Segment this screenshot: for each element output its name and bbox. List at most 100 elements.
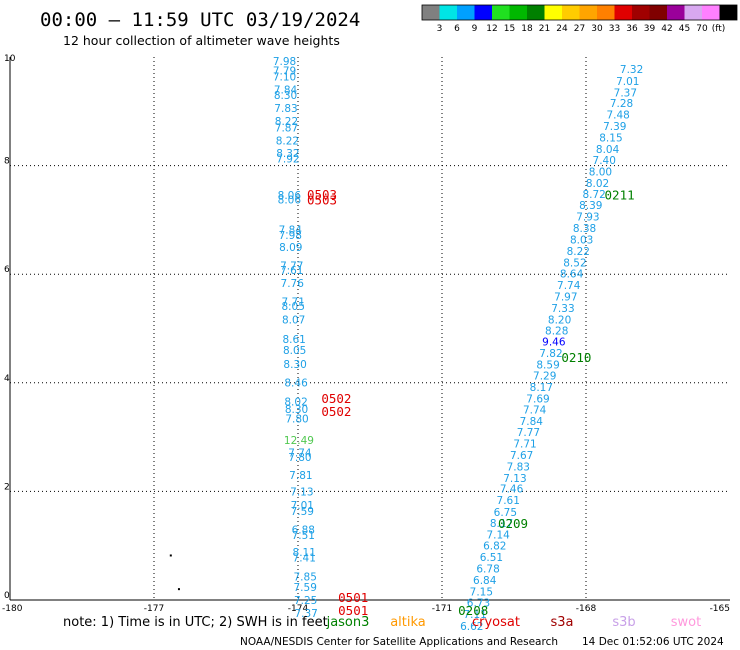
data-point-label: 9.46	[542, 337, 566, 349]
data-point-label: 6.51	[480, 552, 503, 564]
x-tick-label: -168	[576, 604, 597, 614]
data-point-label: 8.20	[548, 314, 571, 326]
data-point-label: 7.40	[593, 155, 616, 167]
data-point-label: 7.74	[557, 280, 581, 292]
legend-label: 12	[486, 24, 497, 34]
legend-swatch	[527, 5, 545, 20]
y-tick-label: 8	[4, 157, 10, 167]
data-point-label: 7.48	[606, 110, 629, 122]
time-label: 0502	[321, 391, 351, 406]
data-point-label: 7.01	[291, 500, 314, 512]
data-point-label: 6.82	[483, 541, 506, 553]
data-point-label: 7.67	[510, 450, 533, 462]
legend-swatch	[474, 5, 492, 20]
legend-swatch	[667, 5, 685, 20]
satellite-label: s3b	[612, 615, 635, 630]
legend-swatch	[509, 5, 527, 20]
data-point-label: 7.25	[294, 595, 317, 607]
data-point-label: 7.77	[517, 427, 540, 439]
x-tick-label: -177	[144, 604, 164, 614]
data-point-label: 8.59	[536, 359, 559, 371]
chart-title: 00:00 — 11:59 UTC 03/19/2024	[40, 9, 360, 31]
data-point-label: 8.39	[579, 200, 602, 212]
data-point-label: 8.72	[582, 189, 605, 201]
legend-unit: (ft)	[712, 24, 726, 34]
legend-swatch	[597, 5, 615, 20]
time-label: 0501	[338, 603, 368, 618]
legend-label: 39	[644, 24, 656, 34]
satellite-label: s3a	[550, 615, 573, 630]
data-point-label: 8.02	[586, 178, 609, 190]
data-point-label: 8.00	[589, 167, 612, 179]
legend-swatch	[562, 5, 580, 20]
data-point-label: 8.05	[282, 301, 305, 313]
data-point-label: 8.30	[283, 359, 306, 371]
data-point-label: 7.29	[533, 371, 556, 383]
data-point-label: 7.84	[520, 416, 544, 428]
data-point-label: 6.62	[460, 621, 483, 633]
x-tick-label: -171	[432, 604, 452, 614]
chart-subtitle: 12 hour collection of altimeter wave hei…	[63, 33, 340, 48]
data-point-label: 8.05	[283, 345, 306, 357]
data-point-label: 7.39	[603, 121, 626, 133]
satellite-label: cryosat	[472, 615, 520, 630]
data-point-label: 7.13	[290, 486, 313, 498]
data-point-label: 8.09	[279, 242, 302, 254]
data-point-label: 12.49	[284, 435, 314, 447]
legend-swatch	[702, 5, 720, 20]
data-point-label: 7.28	[610, 98, 633, 110]
y-tick-label: 4	[4, 374, 10, 384]
legend-swatch	[579, 5, 597, 20]
legend-swatch	[614, 5, 632, 20]
legend-swatch	[719, 5, 737, 20]
time-label: 0501	[338, 590, 368, 605]
data-point-label: 6.78	[476, 564, 499, 576]
data-point-label: 8.22	[567, 246, 590, 258]
data-point-label: 8.07	[282, 314, 305, 326]
data-point-label: 7.10	[273, 72, 296, 84]
legend-label: 24	[556, 24, 568, 34]
color-legend: 3 6 9 12 15 18 21 24 27 30 33 36 39 42 45 70 (ft)	[421, 4, 738, 34]
data-point-label: 7.80	[285, 414, 308, 426]
satellite-label: altika	[390, 615, 426, 630]
satellite-legend: jason3 altika cryosat s3a s3b swot	[326, 615, 702, 630]
data-point-label: 8.02	[284, 396, 307, 408]
data-point-label: 7.81	[289, 470, 312, 482]
data-point-label: 8.04	[596, 144, 620, 156]
x-tick-label: -165	[710, 604, 730, 614]
footer-note: note: 1) Time is in UTC; 2) SWH is in fe…	[63, 615, 328, 630]
satellite-label: swot	[671, 615, 701, 630]
point-marker	[177, 588, 180, 591]
legend-label: 15	[504, 24, 515, 34]
time-label: 0211	[605, 187, 635, 202]
data-point-label: 7.80	[288, 452, 311, 464]
satellite-label: jason3	[326, 615, 370, 630]
data-point-label: 8.30	[285, 404, 308, 416]
legend-swatch	[544, 5, 562, 20]
data-point-label: 7.84	[279, 225, 303, 237]
data-point-label: 8.03	[570, 234, 593, 246]
data-point-label: 7.59	[291, 506, 314, 518]
footer-credit: NOAA/NESDIS Center for Satellite Applica…	[240, 636, 558, 648]
data-point-label: 7.32	[620, 64, 643, 76]
data-point-label: 7.61	[497, 495, 520, 507]
data-point-label: 8.46	[284, 377, 308, 389]
data-point-label: 6.84	[473, 575, 497, 587]
time-label: 0210	[561, 350, 591, 365]
data-point-label: 8.52	[563, 257, 586, 269]
x-tick-label: -180	[2, 604, 23, 614]
y-tick-label: 6	[4, 265, 10, 275]
data-point-label: 7.37	[614, 87, 637, 99]
data-point-label: 7.74	[523, 404, 547, 416]
data-point-label: 7.33	[551, 303, 574, 315]
legend-swatch	[649, 5, 667, 20]
data-point-label: 7.37	[294, 608, 317, 620]
data-point-label: 8.11	[293, 547, 316, 559]
data-point-label: 7.41	[293, 553, 316, 565]
legend-label: 9	[472, 24, 478, 34]
data-point-label: 6.88	[292, 524, 315, 536]
data-point-label: 7.71	[513, 439, 536, 451]
data-point-label: 8.06	[278, 194, 302, 206]
legend-label: 3	[437, 24, 443, 34]
